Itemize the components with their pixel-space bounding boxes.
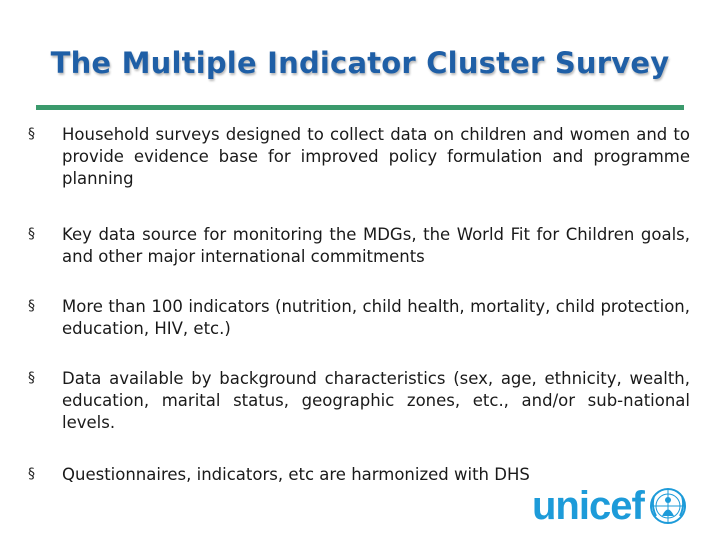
bullet-text: Data available by background characteris…: [62, 369, 690, 432]
unicef-emblem-icon: [649, 488, 686, 524]
bullet-marker: §: [28, 466, 35, 482]
title-divider: [36, 105, 684, 110]
logo-wordmark: unicef: [532, 484, 645, 528]
bullet-marker: §: [28, 298, 35, 314]
bullet-text: Household surveys designed to collect da…: [62, 125, 690, 188]
slide-title: The Multiple Indicator Cluster Survey: [50, 46, 670, 80]
bullet-marker: §: [28, 126, 35, 142]
unicef-logo: unicef: [532, 480, 688, 532]
bullet-text: Questionnaires, indicators, etc are harm…: [62, 465, 530, 484]
bullet-text: More than 100 indicators (nutrition, chi…: [62, 297, 690, 338]
bullet-marker: §: [28, 226, 35, 242]
bullet-marker: §: [28, 370, 35, 386]
bullet-text: Key data source for monitoring the MDGs,…: [62, 225, 690, 266]
